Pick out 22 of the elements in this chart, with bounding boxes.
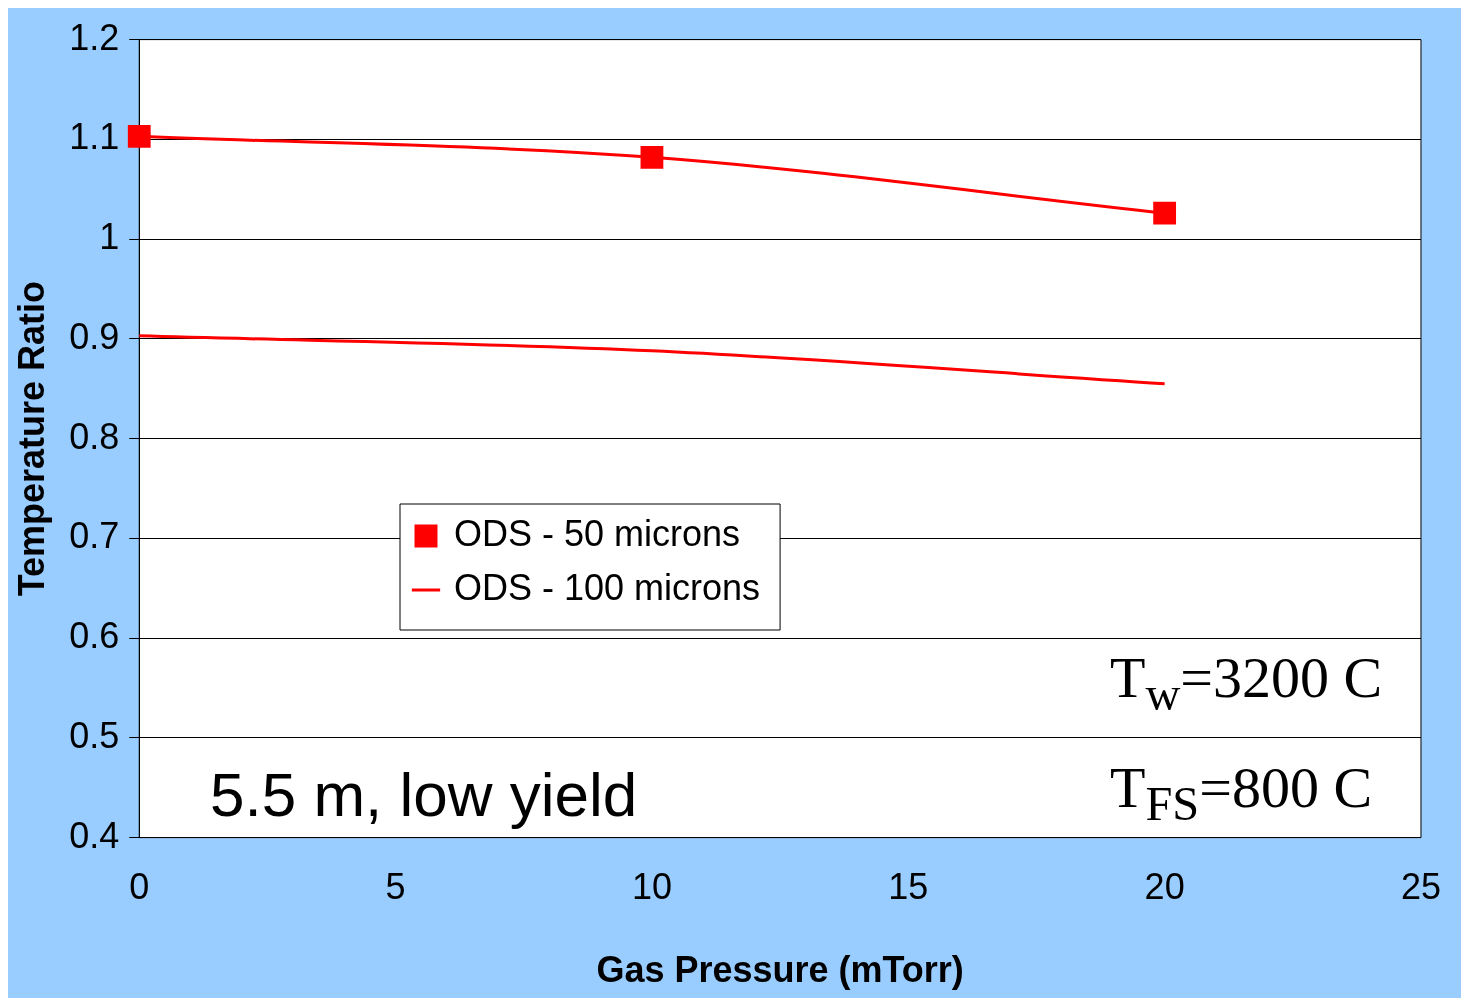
y-tick-label: 0.4: [69, 814, 120, 856]
x-tick-label: 5: [385, 866, 406, 908]
y-tick-label: 1: [99, 216, 120, 258]
y-tick-label: 1.1: [69, 116, 120, 158]
x-tick-label: 20: [1144, 866, 1185, 908]
legend-label: ODS - 100 microns: [454, 566, 761, 608]
y-tick-label: 0.7: [69, 515, 120, 557]
annotation: T$_{FS}$=800 C: [1098, 753, 1385, 833]
annotation: 5.5 m, low yield: [198, 758, 650, 833]
y-tick-label: 0.8: [69, 415, 120, 457]
y-tick-label: 0.6: [69, 615, 120, 657]
y-axis-title: Temperature Ratio: [10, 280, 52, 597]
x-axis-title: Gas Pressure (mTorr): [596, 949, 964, 991]
legend-label: ODS - 50 microns: [454, 512, 741, 554]
y-tick-label: 1.2: [69, 16, 120, 58]
x-tick-label: 10: [631, 866, 672, 908]
x-tick-label: 25: [1400, 866, 1441, 908]
annotation: T$_{w}$=3200 C: [1098, 643, 1395, 723]
y-tick-label: 0.5: [69, 714, 120, 756]
x-tick-label: 15: [888, 866, 929, 908]
x-tick-label: 0: [129, 866, 150, 908]
y-tick-label: 0.9: [69, 315, 120, 357]
